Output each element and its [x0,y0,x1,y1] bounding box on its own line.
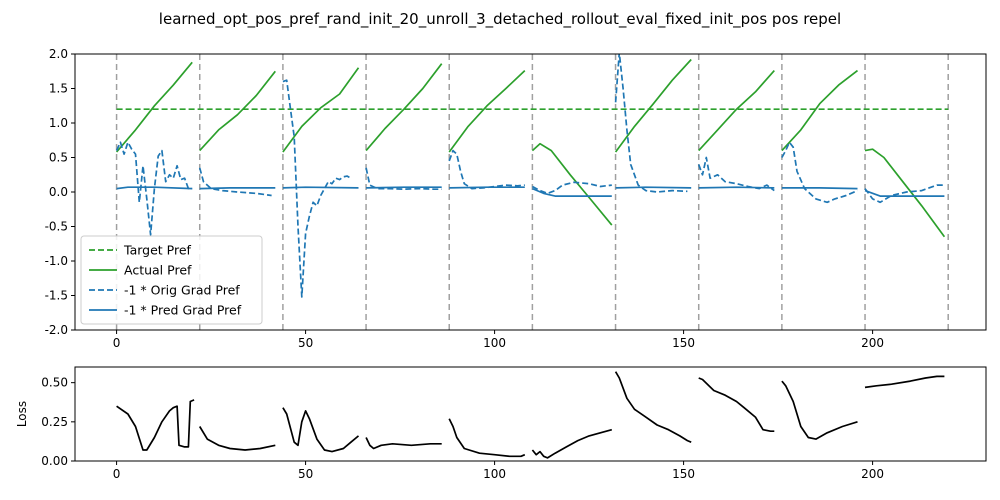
x-tick-label: 200 [861,336,884,350]
series-1-orig-grad-pref-line [781,141,858,204]
x-tick-label: 0 [113,467,121,481]
legend-label: Actual Pref [124,263,192,278]
series-1-orig-grad-pref-line [697,156,775,192]
series-loss-line [614,371,692,443]
series-actual-pref-line [698,70,775,152]
y-tick-label: -1.5 [45,289,68,303]
y-tick-label: 0.00 [41,454,68,468]
series-1-orig-grad-pref-line [864,184,945,204]
y-tick-label: 1.0 [49,116,68,130]
series-1-orig-grad-pref-line [282,79,352,298]
series-1-pred-grad-pref-line [199,187,276,190]
y-tick-label: 0.5 [49,151,68,165]
series-1-orig-grad-pref-line [614,54,688,193]
series-1-pred-grad-pref-line [449,186,525,189]
series-1-pred-grad-pref-line [864,189,945,197]
series-1-orig-grad-pref-line [365,167,442,191]
series-1-pred-grad-pref-line [532,187,612,197]
axes-frame [74,366,987,462]
series-1-pred-grad-pref-line [366,186,442,189]
top-plot: 0 50 100 150 200 -2.0 -1.5 -1.0 -0.5 0.0 0.5 1.0 1.5… [45,47,987,350]
series-actual-pref-line [614,58,692,153]
series-loss-line [116,399,195,451]
y-tick-label: -2.0 [45,323,68,337]
series-actual-pref-line [282,67,360,153]
series-1-pred-grad-pref-line [282,186,359,189]
series-loss-line [781,380,858,440]
series-1-pred-grad-pref-line [116,186,193,190]
y-tick-label: 0.25 [41,415,68,429]
x-tick-label: 0 [113,336,121,350]
x-tick-label: 100 [483,336,506,350]
series-actual-pref-line [365,63,443,152]
series-group [115,54,949,298]
series-loss-line [282,407,360,453]
y-tick-label: 1.5 [49,82,68,96]
series-1-pred-grad-pref-line [781,187,858,190]
y-tick-label: 0.0 [49,185,68,199]
legend-label: Target Pref [123,243,192,258]
y-tick-label: 0.50 [41,376,68,390]
series-1-orig-grad-pref-line [531,181,612,195]
x-tick-label: 50 [298,336,313,350]
series-loss-line [864,375,945,389]
figure-title: learned_opt_pos_pref_rand_init_20_unroll… [159,10,841,29]
loss-plot: 0 50 100 150 200 0.00 0.25 0.50 Loss [15,366,987,481]
y-tick-label: -1.0 [45,254,68,268]
series-1-pred-grad-pref-line [615,186,692,189]
legend-label: -1 * Pred Grad Pref [124,303,242,318]
x-tick-label: 150 [672,336,695,350]
x-tick-label: 200 [861,467,884,481]
y-tick-label: 2.0 [49,47,68,61]
x-tick-label: 100 [483,467,506,481]
series-actual-pref-line [531,142,613,226]
x-tick-label: 150 [672,467,695,481]
legend-label: -1 * Orig Grad Pref [124,283,240,298]
series-actual-pref-line [781,69,859,152]
series-loss-line [365,437,442,450]
legend-box [80,235,263,325]
series-loss-line [531,428,613,459]
series-1-orig-grad-pref-line [115,141,193,236]
series-1-pred-grad-pref-line [698,186,775,189]
series-actual-pref-line [864,148,946,238]
y-axis-label: Loss [15,401,29,427]
series-actual-pref-line [448,69,526,153]
y-tick-label: -0.5 [45,220,68,234]
series-group [116,371,945,459]
series-1-orig-grad-pref-line [198,167,272,197]
series-loss-line [448,418,526,458]
series-actual-pref-line [199,70,276,152]
x-tick-label: 50 [298,467,313,481]
series-1-orig-grad-pref-line [448,149,525,190]
series-loss-line [698,377,775,433]
series-actual-pref-line [115,61,193,153]
series-loss-line [198,426,276,451]
